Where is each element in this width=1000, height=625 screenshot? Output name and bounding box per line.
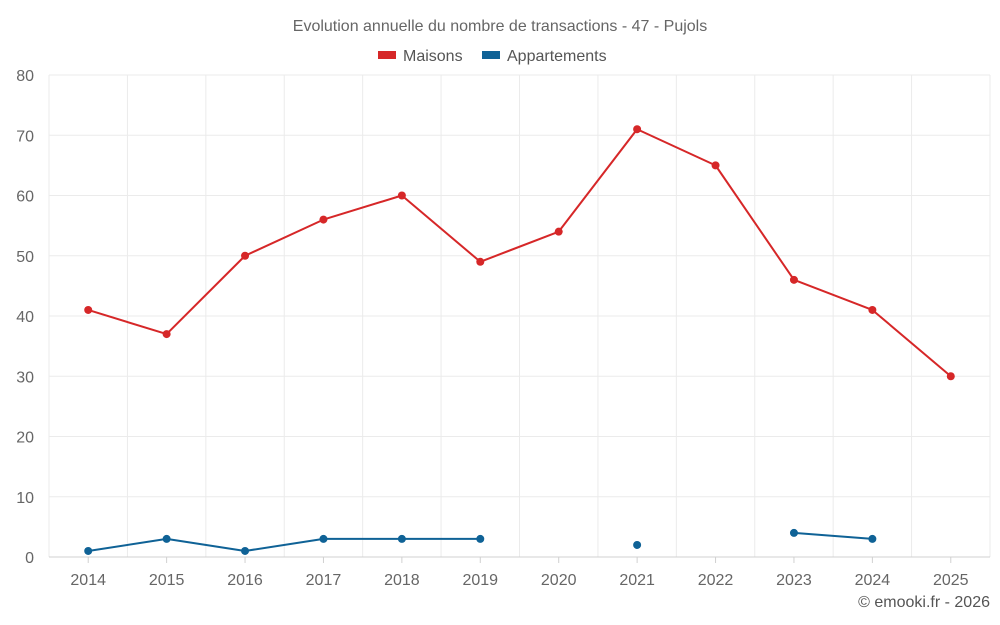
y-tick-label: 20 [16, 430, 34, 447]
series-line-maisons [87, 128, 952, 378]
y-tick-label: 10 [16, 490, 34, 507]
x-tick-label: 2014 [70, 572, 106, 589]
data-point-appartements[interactable] [633, 540, 642, 549]
data-point-appartements[interactable] [162, 534, 171, 543]
x-tick-label: 2016 [227, 572, 263, 589]
data-point-appartements[interactable] [476, 534, 485, 543]
y-tick-label: 80 [16, 68, 34, 85]
x-tick-label: 2022 [698, 572, 734, 589]
data-point-maisons[interactable] [868, 305, 877, 314]
credit-text: © emooki.fr - 2026 [858, 594, 990, 611]
data-point-maisons[interactable] [476, 257, 485, 266]
data-point-maisons[interactable] [711, 161, 720, 170]
x-tick-label: 2020 [541, 572, 577, 589]
data-point-maisons[interactable] [554, 227, 563, 236]
series [84, 125, 955, 555]
x-tick-label: 2015 [149, 572, 185, 589]
data-point-maisons[interactable] [84, 305, 93, 314]
data-point-maisons[interactable] [789, 275, 798, 284]
series-appartements [84, 528, 877, 555]
y-tick-label: 30 [16, 369, 34, 386]
data-point-appartements[interactable] [241, 546, 250, 555]
legend-label-maisons[interactable]: Maisons [403, 48, 463, 65]
series-maisons [84, 125, 955, 381]
data-point-maisons[interactable] [241, 251, 250, 260]
data-point-appartements[interactable] [397, 534, 406, 543]
data-point-maisons[interactable] [397, 191, 406, 200]
data-point-maisons[interactable] [946, 372, 955, 381]
legend-swatch-maisons [378, 51, 396, 59]
y-tick-label: 70 [16, 128, 34, 145]
x-tick-label: 2025 [933, 572, 969, 589]
series-line-appartements [88, 537, 481, 552]
data-point-appartements[interactable] [84, 546, 93, 555]
y-tick-label: 60 [16, 189, 34, 206]
x-tick-label: 2023 [776, 572, 812, 589]
chart-title: Evolution annuelle du nombre de transact… [293, 18, 707, 35]
y-tick-label: 50 [16, 249, 34, 266]
series-line-appartements [793, 531, 873, 540]
legend: Maisons Appartements [378, 48, 607, 65]
data-point-appartements[interactable] [319, 534, 328, 543]
data-point-maisons[interactable] [633, 125, 642, 134]
x-tick-label: 2024 [855, 572, 891, 589]
data-point-maisons[interactable] [319, 215, 328, 224]
legend-label-appartements[interactable]: Appartements [507, 48, 607, 65]
legend-swatch-appartements [482, 51, 500, 59]
axes: 0 10 20 30 40 50 60 70 80 2014 2015 2016 2017 2018 201… [16, 68, 990, 589]
x-tick-label: 2021 [619, 572, 655, 589]
y-tick-label: 0 [25, 550, 34, 567]
data-point-appartements[interactable] [789, 528, 798, 537]
y-tick-label: 40 [16, 309, 34, 326]
x-tick-label: 2019 [462, 572, 498, 589]
x-tick-label: 2018 [384, 572, 420, 589]
grid [48, 74, 991, 557]
data-point-maisons[interactable] [162, 330, 171, 339]
x-tick-label: 2017 [306, 572, 342, 589]
data-point-appartements[interactable] [868, 534, 877, 543]
